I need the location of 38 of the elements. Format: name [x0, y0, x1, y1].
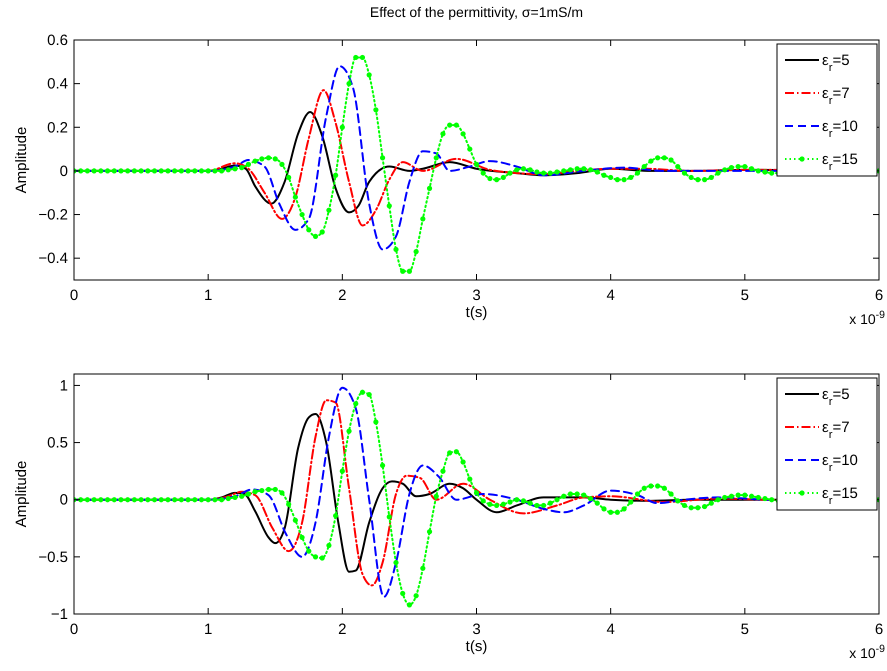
x-tick-label: 1 [204, 621, 212, 638]
x-axis-title: t(s) [466, 304, 488, 321]
y-tick-label: 1 [60, 377, 68, 394]
y-tick-label: 0.6 [47, 32, 68, 49]
y-tick-label: −0.5 [38, 548, 68, 566]
legend-label: ε$_{r}$=10 [822, 452, 858, 474]
legend-label: ε$_{r}$=5 [822, 386, 850, 408]
y-tick-label: 0.5 [47, 434, 68, 452]
x-tick-label: 6 [874, 287, 884, 304]
legend-label: ε$_{r}$=15 [822, 151, 858, 173]
x-axis-title: t(s) [466, 638, 488, 655]
text: x 10$^{-9}$ [849, 309, 886, 327]
x-tick-label: 2 [338, 287, 347, 304]
legend-label: ε$_{r}$=10 [822, 118, 858, 140]
chart-title: Effect of the permittivity, σ=1mS/m [370, 4, 584, 20]
x-tick-label: 5 [740, 621, 750, 638]
x-tick-label: 4 [606, 621, 615, 638]
legend-label: ε$_{r}$=5 [822, 52, 850, 74]
x-tick-label: 1 [204, 287, 212, 304]
x-tick-label: 6 [874, 621, 884, 638]
x-tick-label: 4 [606, 287, 615, 304]
legend-label: ε$_{r}$=7 [822, 85, 850, 107]
x-tick-label: 5 [740, 287, 750, 304]
y-tick-label: −1 [50, 606, 68, 623]
y-tick-label: −0.4 [38, 250, 68, 268]
x-tick-label: 2 [338, 621, 347, 638]
y-axis-title: Amplitude [13, 126, 30, 194]
y-tick-label: 0 [60, 162, 68, 180]
y-axis-title: Amplitude [13, 460, 30, 528]
x-tick-label: 3 [472, 287, 481, 304]
y-tick-label: 0 [60, 492, 68, 509]
y-tick-label: 0.4 [47, 76, 68, 93]
text: x 10$^{-9}$ [849, 643, 886, 661]
x-tick-label: 3 [472, 621, 481, 638]
legend-label: ε$_{r}$=7 [822, 419, 850, 441]
legend-label: ε$_{r}$=15 [822, 485, 858, 507]
y-tick-label: 0.2 [47, 119, 68, 136]
y-tick-label: −0.2 [38, 206, 68, 224]
